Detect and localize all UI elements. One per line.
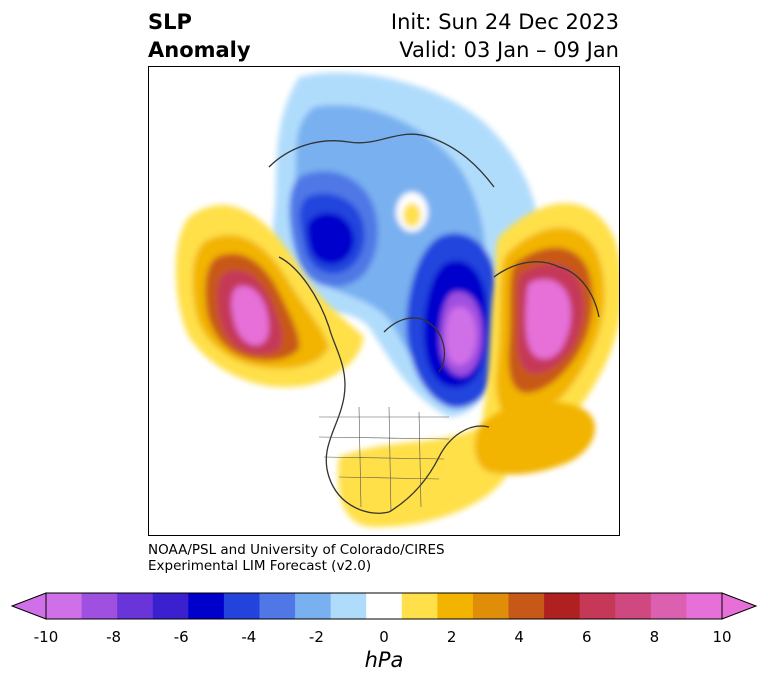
colorbar-tick-label: -6: [173, 628, 189, 646]
slp-anomaly-map: [175, 72, 619, 528]
colorbar-cell: [437, 593, 474, 619]
colorbar-cells: [46, 593, 723, 619]
colorbar-tick-label: -10: [33, 628, 59, 646]
colorbar-cell: [472, 593, 510, 619]
colorbar-cell: [615, 593, 652, 619]
colorbar-outline: [45, 592, 723, 620]
map-panel: [148, 66, 620, 536]
credit-line-2: Experimental LIM Forecast (v2.0): [148, 558, 372, 574]
colorbar-cell: [152, 593, 189, 619]
colorbar-tick-label: 4: [514, 628, 524, 646]
colorbar-tick-label: -4: [241, 628, 257, 646]
colorbar-cell: [401, 593, 438, 619]
colorbar-extend-low: [10, 592, 47, 620]
forecast-dates: Init: Sun 24 Dec 2023 Valid: 03 Jan – 09…: [391, 8, 619, 64]
coastline-overlay: [268, 133, 600, 514]
credit-line-1: NOAA/PSL and University of Colorado/CIRE…: [148, 542, 445, 558]
data-credit: NOAA/PSL and University of Colorado/CIRE…: [148, 542, 445, 574]
valid-range: Valid: 03 Jan – 09 Jan: [399, 38, 619, 62]
title-variable: SLP: [148, 10, 192, 34]
colorbar-unit: hPa: [364, 648, 404, 672]
colorbar-tick-label: 6: [582, 628, 592, 646]
colorbar-cell: [508, 593, 545, 619]
positive-anomaly-pacific: [175, 205, 364, 388]
colorbar-cell: [46, 593, 83, 619]
colorbar-tick-label: -2: [308, 628, 324, 646]
colorbar-tick-label: 2: [446, 628, 457, 646]
title-field: Anomaly: [148, 38, 251, 62]
colorbar-cell: [544, 593, 581, 619]
colorbar-tick-label: -8: [106, 628, 122, 646]
colorbar-tick-label: 8: [649, 628, 660, 646]
positive-anomaly-atlantic: [338, 401, 596, 528]
colorbar-extend-high: [721, 592, 758, 620]
state-borders: [318, 406, 450, 513]
colorbar-cell: [330, 593, 367, 619]
colorbar-cell: [223, 593, 260, 619]
map-title: SLP Anomaly: [148, 8, 251, 64]
colorbar: [10, 592, 758, 620]
colorbar-cell: [650, 593, 687, 619]
colorbar-tick-label: 0: [379, 628, 389, 646]
init-date: Init: Sun 24 Dec 2023: [390, 10, 619, 34]
colorbar-tick-label: 10: [712, 628, 732, 646]
colorbar-cell: [117, 593, 154, 619]
negative-anomaly-region: [272, 72, 540, 417]
positive-anomaly-europe: [482, 203, 619, 463]
colorbar-cell: [579, 593, 616, 619]
colorbar-cell: [81, 593, 118, 619]
colorbar-cell: [686, 593, 723, 619]
colorbar-cell: [366, 593, 403, 619]
colorbar-cell: [295, 593, 332, 619]
colorbar-cell: [259, 593, 296, 619]
colorbar-cell: [188, 593, 225, 619]
